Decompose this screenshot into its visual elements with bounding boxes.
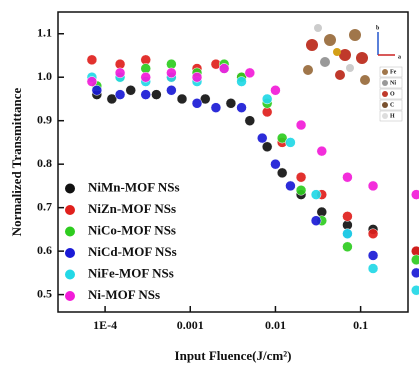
point: [411, 255, 419, 265]
legend-marker: [65, 291, 75, 301]
x-tick-label: 0.001: [177, 318, 204, 332]
point: [342, 172, 352, 182]
point: [245, 116, 255, 126]
point: [262, 142, 272, 152]
point: [296, 120, 306, 130]
point: [411, 246, 419, 256]
inset-axis-label: a: [398, 54, 401, 60]
point: [368, 264, 378, 274]
legend-marker: [65, 184, 75, 194]
point: [177, 94, 187, 104]
legend-label: NiCd-MOF NSs: [88, 244, 177, 259]
point: [368, 181, 378, 191]
point: [166, 68, 176, 78]
point: [285, 137, 295, 147]
point: [285, 181, 295, 191]
point: [342, 242, 352, 252]
point: [342, 211, 352, 221]
inset-legend-label: C: [390, 102, 394, 108]
point: [311, 190, 321, 200]
x-tick-label: 0.1: [353, 318, 368, 332]
point: [166, 85, 176, 95]
point: [368, 229, 378, 239]
y-tick-label: 1.0: [37, 69, 52, 83]
inset-legend-marker: [382, 113, 388, 119]
x-tick-label: 1E-4: [93, 318, 117, 332]
point: [277, 168, 287, 178]
legend-marker: [65, 227, 75, 237]
point: [192, 98, 202, 108]
point: [115, 68, 125, 78]
point: [270, 85, 280, 95]
y-tick-label: 1.1: [37, 25, 52, 39]
point: [151, 90, 161, 100]
point: [92, 85, 102, 95]
inset-legend-marker: [382, 102, 388, 108]
point: [87, 77, 97, 87]
legend-marker: [65, 205, 75, 215]
point: [192, 72, 202, 82]
legend-label: Ni-MOF NSs: [88, 287, 160, 302]
point: [368, 250, 378, 260]
inset-legend-label: Ni: [390, 80, 396, 86]
y-tick-label: 0.8: [37, 156, 52, 170]
point: [211, 103, 221, 113]
point: [411, 190, 419, 200]
point: [257, 133, 267, 143]
inset-axis-label: b: [376, 25, 380, 31]
point: [219, 64, 229, 74]
point: [317, 146, 327, 156]
point: [126, 85, 136, 95]
y-axis-label: Normalized Transmittance: [9, 87, 24, 236]
point: [141, 90, 151, 100]
point: [226, 98, 236, 108]
y-tick-label: 0.9: [37, 112, 52, 126]
inset-legend-label: H: [390, 113, 395, 119]
y-tick-label: 0.6: [37, 243, 52, 257]
x-tick-label: 0.01: [265, 318, 286, 332]
legend-marker: [65, 248, 75, 258]
legend-label: NiZn-MOF NSs: [88, 201, 176, 216]
point: [237, 103, 247, 113]
point: [296, 172, 306, 182]
point: [296, 185, 306, 195]
inset-legend-marker: [382, 91, 388, 97]
point: [342, 229, 352, 239]
y-tick-label: 0.5: [37, 286, 52, 300]
legend-marker: [65, 270, 75, 280]
inset-legend-marker: [382, 80, 388, 86]
inset-legend-label: Fe: [390, 69, 397, 75]
point: [411, 268, 419, 278]
x-axis-label: Input Fluence(J/cm²): [175, 348, 292, 363]
point: [141, 72, 151, 82]
point: [237, 77, 247, 87]
point: [311, 216, 321, 226]
point: [245, 68, 255, 78]
inset-legend-marker: [382, 69, 388, 75]
point: [411, 285, 419, 295]
legend-label: NiMn-MOF NSs: [88, 179, 180, 194]
y-tick-label: 0.7: [37, 199, 52, 213]
inset-legend-label: O: [390, 91, 395, 97]
point: [270, 159, 280, 169]
point: [115, 90, 125, 100]
legend-label: NiFe-MOF NSs: [88, 265, 174, 280]
point: [262, 94, 272, 104]
legend-label: NiCo-MOF NSs: [88, 222, 176, 237]
point: [87, 55, 97, 65]
chart: Normalized Transmittance Input Fluence(J…: [0, 0, 419, 368]
